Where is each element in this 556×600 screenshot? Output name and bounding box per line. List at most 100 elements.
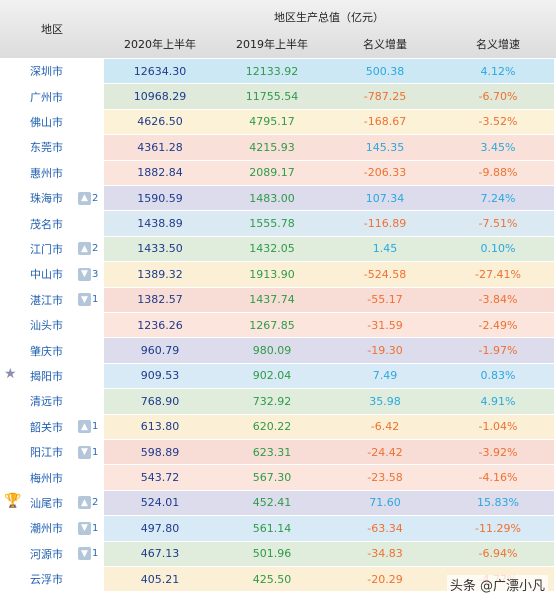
cell-increment: -19.30 (367, 344, 403, 358)
cell-2020: 1882.84 (137, 166, 183, 180)
city-name: 茂名市 (30, 217, 63, 231)
row-background (104, 440, 554, 465)
rank-change-badge: ▲ 1 (78, 420, 98, 434)
cell-2020: 4361.28 (137, 140, 183, 154)
rank-change-value: 2 (92, 192, 99, 204)
cell-2020: 1433.50 (137, 242, 183, 256)
cell-2020: 1382.57 (137, 293, 183, 307)
rank-change-value: 1 (92, 446, 99, 458)
cell-increment: 500.38 (365, 64, 405, 78)
row-background (104, 465, 554, 490)
cell-growth: -2.49% (478, 318, 518, 332)
cell-increment: -787.25 (363, 90, 407, 104)
city-name: 揭阳市 (30, 369, 63, 383)
cell-increment: 7.49 (372, 369, 398, 383)
rank-change-badge: ▼ 3 (78, 267, 98, 281)
cell-2020: 12634.30 (133, 64, 187, 78)
cell-increment: 145.35 (365, 140, 405, 154)
row-background (104, 186, 554, 211)
arrow-down-icon: ▼ (78, 267, 91, 281)
cell-2020: 524.01 (140, 496, 180, 510)
cell-increment: 71.60 (369, 496, 401, 510)
city-name: 阳江市 (30, 446, 63, 460)
table-row: 佛山市 4626.50 4795.17 -168.67 -3.52% (0, 109, 556, 135)
cell-2019: 567.30 (252, 471, 292, 485)
cell-2019: 1913.90 (249, 267, 295, 281)
cell-2020: 467.13 (140, 547, 180, 561)
rank-change-badge: ▼ 1 (78, 293, 98, 307)
watermark: 头条 @广漂小凡 (446, 575, 548, 594)
rank-change-badge: ▲ 2 (78, 496, 98, 510)
cell-2019: 4795.17 (249, 115, 295, 129)
arrow-down-icon: ▼ (78, 445, 91, 459)
table-row: 茂名市 1438.89 1555.78 -116.89 -7.51% (0, 211, 556, 236)
city-name: 梅州市 (30, 471, 63, 485)
table-row: 清远市 768.90 732.92 35.98 4.91% (0, 389, 556, 414)
cell-2020: 909.53 (140, 369, 180, 383)
cell-increment: -206.33 (363, 166, 407, 180)
cell-growth: 4.91% (480, 394, 516, 408)
row-background (104, 211, 554, 236)
arrow-up-icon: ▲ (78, 496, 91, 510)
header-2019: 2019年上半年 (236, 38, 308, 51)
header-nominal-growth: 名义增速 (476, 38, 520, 51)
city-name: 珠海市 (30, 192, 63, 206)
cell-growth: -3.84% (478, 293, 518, 307)
arrow-down-icon: ▼ (78, 293, 91, 307)
cell-2019: 980.09 (252, 344, 292, 358)
city-name: 河源市 (30, 547, 63, 561)
table-row: 韶关市 ▲ 1 613.80 620.22 -6.42 -1.04% (0, 414, 556, 440)
table-row: 深圳市 12634.30 12133.92 500.38 4.12% (0, 59, 556, 84)
cell-increment: -63.34 (367, 521, 403, 535)
city-name: 汕头市 (30, 319, 63, 333)
table-row: 🏆 汕尾市 ▲ 2 524.01 452.41 71.60 15.83% (0, 490, 556, 516)
cell-growth: -7.51% (478, 217, 518, 231)
rank-change-value: 1 (92, 421, 99, 433)
cell-2019: 501.96 (252, 547, 292, 561)
table-header: 地区 地区生产总值（亿元） 2020年上半年 2019年上半年 名义增量 名义增… (0, 0, 556, 58)
table-row: 潮州市 ▼ 1 497.80 561.14 -63.34 -11.29% (0, 516, 556, 541)
row-background (104, 414, 554, 439)
rank-change-value: 2 (92, 497, 99, 509)
cell-increment: -168.67 (363, 115, 407, 129)
cell-2019: 561.14 (252, 521, 292, 535)
cell-2020: 405.21 (140, 572, 180, 586)
header-2020: 2020年上半年 (124, 38, 196, 51)
row-background (104, 236, 554, 262)
cell-2020: 4626.50 (137, 115, 183, 129)
rank-change-value: 3 (92, 268, 99, 280)
cell-growth: 0.10% (480, 242, 516, 256)
table-row: 广州市 10968.29 11755.54 -787.25 -6.70% (0, 84, 556, 109)
cell-growth: -3.52% (478, 115, 518, 129)
cell-growth: -1.97% (478, 344, 518, 358)
star-icon: ★ (4, 365, 17, 382)
row-background (104, 313, 554, 338)
cell-2020: 543.72 (140, 471, 180, 485)
header-nominal-increment: 名义增量 (363, 38, 407, 51)
cell-2019: 12133.92 (245, 64, 299, 78)
city-name: 汕尾市 (30, 496, 63, 510)
rank-change-badge: ▼ 1 (78, 547, 98, 561)
table-row: 惠州市 1882.84 2089.17 -206.33 -9.88% (0, 160, 556, 186)
cell-growth: -6.70% (478, 90, 518, 104)
cell-2019: 732.92 (252, 394, 292, 408)
table-row: 湛江市 ▼ 1 1382.57 1437.74 -55.17 -3.84% (0, 287, 556, 313)
cell-2019: 425.50 (252, 572, 292, 586)
cell-2019: 4215.93 (249, 140, 295, 154)
rank-change-badge: ▲ 2 (78, 242, 98, 256)
cell-growth: -6.94% (478, 547, 518, 561)
city-name: 云浮市 (30, 573, 63, 587)
trophy-icon: 🏆 (4, 492, 22, 509)
row-background (104, 262, 554, 287)
row-background (104, 287, 554, 312)
row-background (104, 109, 554, 135)
row-background (104, 490, 554, 516)
cell-2019: 1483.00 (249, 191, 295, 205)
cell-growth: -3.92% (478, 445, 518, 459)
arrow-up-icon: ▲ (78, 420, 91, 434)
cell-2020: 598.89 (140, 445, 180, 459)
rank-change-value: 1 (92, 548, 99, 560)
arrow-down-icon: ▼ (78, 521, 91, 535)
rank-change-value: 2 (92, 243, 99, 255)
cell-increment: -55.17 (367, 293, 403, 307)
